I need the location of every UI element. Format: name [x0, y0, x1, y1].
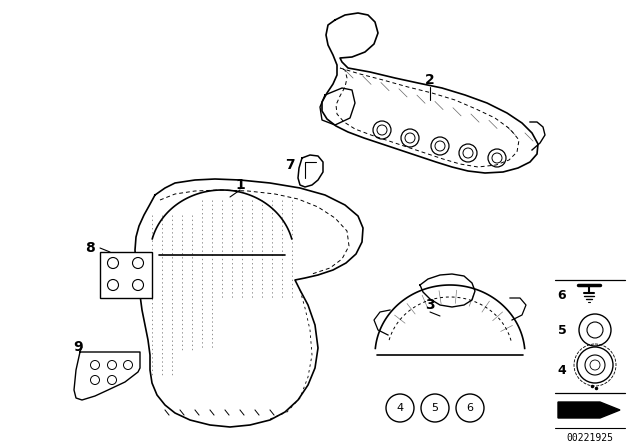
Bar	[100, 252, 152, 298]
Text: 5: 5	[431, 403, 438, 413]
Circle shape	[108, 375, 116, 384]
Text: 8: 8	[85, 241, 95, 255]
Circle shape	[386, 394, 414, 422]
Circle shape	[577, 347, 613, 383]
Circle shape	[108, 280, 118, 290]
Circle shape	[456, 394, 484, 422]
Text: 4: 4	[557, 363, 566, 376]
Circle shape	[108, 361, 116, 370]
Text: 2: 2	[425, 73, 435, 87]
Text: 4: 4	[396, 403, 404, 413]
Text: 3: 3	[425, 298, 435, 312]
Text: 7: 7	[285, 158, 295, 172]
Text: 6: 6	[557, 289, 566, 302]
Circle shape	[108, 258, 118, 268]
Circle shape	[90, 361, 99, 370]
Circle shape	[579, 314, 611, 346]
Circle shape	[90, 375, 99, 384]
Polygon shape	[558, 402, 620, 418]
Circle shape	[132, 258, 143, 268]
Text: 9: 9	[73, 340, 83, 354]
Text: 00221925: 00221925	[566, 433, 614, 443]
Circle shape	[132, 280, 143, 290]
Text: 6: 6	[467, 403, 474, 413]
Circle shape	[124, 361, 132, 370]
Circle shape	[421, 394, 449, 422]
Text: 1: 1	[235, 178, 245, 192]
Text: 5: 5	[557, 323, 566, 336]
